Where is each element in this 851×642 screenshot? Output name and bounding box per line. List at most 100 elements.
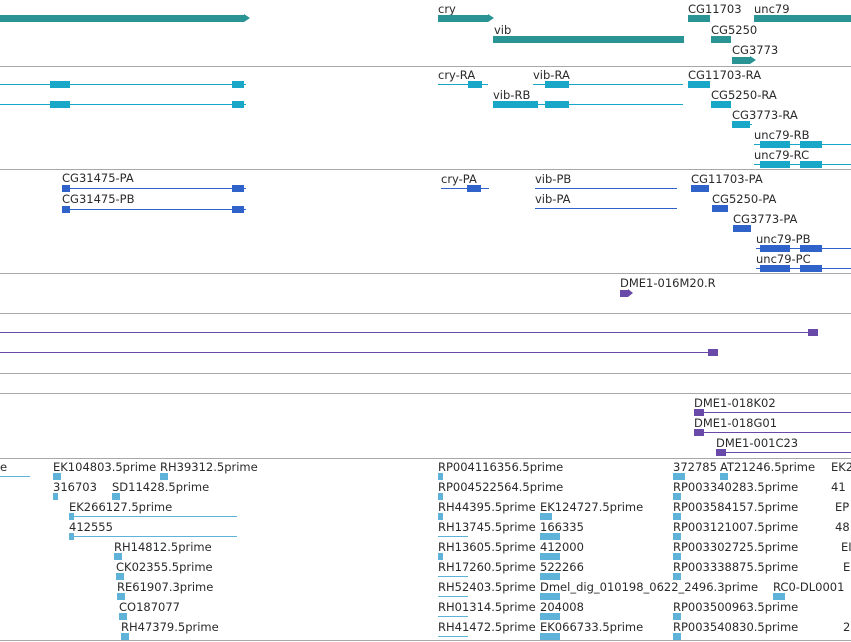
gene-feature-unc79[interactable] (754, 15, 851, 22)
transcript-line[interactable] (533, 84, 683, 85)
est-label[interactable]: RE61907.3prime (117, 580, 214, 594)
est-label[interactable]: Dmel_dig_010198_0622_2496.3prime (540, 580, 759, 594)
est-label[interactable]: 412000 (540, 540, 584, 554)
est-line[interactable] (438, 636, 468, 637)
gene-feature-cg3773[interactable] (732, 57, 750, 64)
clone-label-dme1-016m20-r[interactable]: DME1-016M20.R (620, 276, 716, 290)
transcript-label-unc79-rc[interactable]: unc79-RC (754, 148, 810, 162)
clone-line[interactable] (0, 352, 712, 353)
est-label[interactable]: RH14812.5prime (114, 540, 212, 554)
est-label[interactable]: RH52403.5prime (438, 580, 536, 594)
est-line[interactable] (438, 576, 468, 577)
est-label[interactable]: RP003302725.5prime (673, 540, 799, 554)
est-label[interactable]: RH47379.5prime (121, 620, 219, 634)
protein-line[interactable] (441, 188, 489, 189)
est-label[interactable]: RP003340283.5prime (673, 480, 799, 494)
est-label[interactable]: RH39312.5prime (160, 460, 258, 474)
transcript-label-vib-rb[interactable]: vib-RB (493, 88, 531, 102)
gene-label-cg11703[interactable]: CG11703 (688, 2, 742, 16)
gene-feature[interactable] (0, 15, 244, 22)
protein-line[interactable] (535, 188, 677, 189)
transcript-label-cg3773-ra[interactable]: CG3773-RA (732, 108, 798, 122)
clone-line[interactable] (716, 452, 851, 453)
est-label[interactable]: SD11428.5prime (112, 480, 210, 494)
transcript-label-unc79-rb[interactable]: unc79-RB (754, 128, 810, 142)
protein-label-unc79-pc[interactable]: unc79-PC (756, 252, 811, 266)
est-label[interactable]: EK104803.5prime (53, 460, 157, 474)
est-line[interactable] (438, 616, 468, 617)
est-label[interactable]: RH13605.5prime (438, 540, 536, 554)
transcript-line[interactable] (0, 104, 246, 105)
protein-label-cg11703-pa[interactable]: CG11703-PA (691, 172, 763, 186)
transcript-label-cg5250-ra[interactable]: CG5250-RA (711, 88, 777, 102)
est-label[interactable]: EK066733.5prime (540, 620, 644, 634)
est-label[interactable]: 41 (831, 480, 846, 494)
est-label[interactable]: 412555 (69, 520, 113, 534)
est-label[interactable]: EP (835, 500, 850, 514)
clone-label-dme1-018k02[interactable]: DME1-018K02 (694, 396, 776, 410)
protein-line[interactable] (62, 188, 246, 189)
est-label[interactable]: 166335 (540, 520, 584, 534)
gene-label-cg3773[interactable]: CG3773 (732, 43, 779, 57)
protein-line[interactable] (62, 209, 246, 210)
transcript-label-cry-ra[interactable]: cry-RA (438, 68, 476, 82)
est-label[interactable]: 316703 (53, 480, 97, 494)
protein-label-vib-pb[interactable]: vib-PB (535, 172, 572, 186)
protein-label-cg31475-pa[interactable]: CG31475-PA (62, 171, 134, 185)
est-label[interactable]: RP003584157.5prime (673, 500, 799, 514)
est-label[interactable]: 372785 (673, 460, 717, 474)
est-label[interactable]: 204008 (540, 600, 584, 614)
est-label[interactable]: RH44395.5prime (438, 500, 536, 514)
transcript-line[interactable] (0, 84, 246, 85)
est-label[interactable]: E (843, 560, 851, 574)
transcript-label-vib-ra[interactable]: vib-RA (533, 68, 570, 82)
clone-line[interactable] (0, 332, 814, 333)
clone-label-dme1-001c23[interactable]: DME1-001C23 (716, 436, 799, 450)
protein-line[interactable] (535, 208, 677, 209)
clone-line[interactable] (694, 432, 851, 433)
est-line[interactable] (0, 476, 30, 477)
est-line[interactable] (69, 536, 237, 537)
clone-line[interactable] (694, 412, 851, 413)
est-line[interactable] (69, 516, 237, 517)
gene-feature-cry[interactable] (438, 15, 488, 22)
gene-label-cry[interactable]: cry (438, 2, 456, 16)
gene-label-unc79[interactable]: unc79 (754, 2, 790, 16)
est-label[interactable]: CK02355.5prime (116, 560, 213, 574)
est-label[interactable]: 522266 (540, 560, 584, 574)
est-label[interactable]: RH41472.5prime (438, 620, 536, 634)
clone-feature[interactable] (620, 290, 628, 297)
est-label[interactable]: RP003121007.5prime (673, 520, 799, 534)
gene-feature-cg11703[interactable] (688, 15, 710, 22)
est-label[interactable]: RC0-DL0001 (773, 580, 845, 594)
gene-feature-cg5250[interactable] (711, 36, 731, 43)
protein-label-vib-pa[interactable]: vib-PA (535, 192, 571, 206)
est-label[interactable]: RH13745.5prime (438, 520, 536, 534)
est-label[interactable]: RP004116356.5prime (438, 460, 564, 474)
est-label[interactable]: RP003500963.5prime (673, 600, 799, 614)
est-label[interactable]: CO187077 (119, 600, 180, 614)
est-label[interactable]: EI (841, 540, 851, 554)
est-label[interactable]: RP003540830.5prime (673, 620, 799, 634)
gene-feature-vib[interactable] (493, 36, 684, 43)
est-label[interactable]: EK124727.5prime (540, 500, 644, 514)
protein-label-cg31475-pb[interactable]: CG31475-PB (62, 192, 135, 206)
gene-label-vib[interactable]: vib (494, 23, 512, 37)
est-label[interactable]: EK2 (831, 460, 851, 474)
transcript-line[interactable] (493, 104, 683, 105)
est-label[interactable]: 48 (835, 520, 850, 534)
est-label[interactable]: EK266127.5prime (69, 500, 173, 514)
est-line[interactable] (438, 596, 468, 597)
est-line[interactable] (438, 536, 468, 537)
est-label[interactable]: RH17260.5prime (438, 560, 536, 574)
gene-label-cg5250[interactable]: CG5250 (711, 23, 758, 37)
est-label[interactable]: AT21246.5prime (720, 460, 816, 474)
protein-label-cg3773-pa[interactable]: CG3773-PA (733, 212, 798, 226)
est-label[interactable]: 2 (843, 620, 851, 634)
transcript-line[interactable] (438, 84, 488, 85)
est-label[interactable]: RP003338875.5prime (673, 560, 799, 574)
protein-label-cry-pa[interactable]: cry-PA (441, 172, 477, 186)
protein-label-unc79-pb[interactable]: unc79-PB (756, 232, 811, 246)
est-label[interactable]: RH01314.5prime (438, 600, 536, 614)
est-label[interactable]: e (0, 460, 8, 474)
